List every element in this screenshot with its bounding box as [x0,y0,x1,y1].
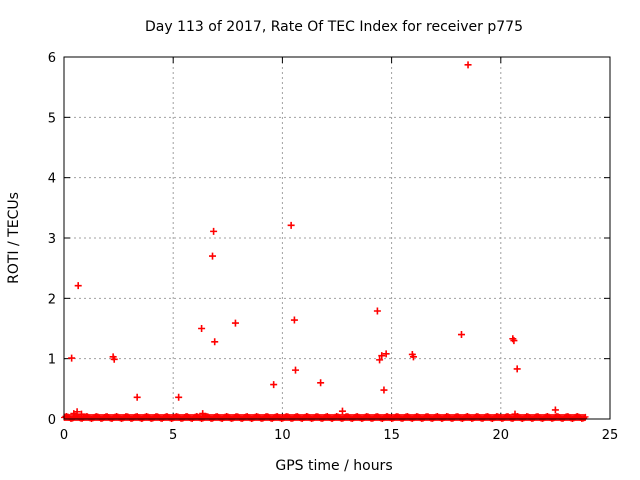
y-tick-label: 5 [48,111,56,126]
data-point [209,252,217,260]
data-point [551,406,559,414]
data-point [231,319,239,327]
chart-title: Day 113 of 2017, Rate Of TEC Index for r… [145,19,523,35]
y-tick-label: 3 [48,232,56,247]
data-point [175,393,183,401]
data-point [457,331,465,339]
data-point [133,393,141,401]
data-point [210,227,218,235]
baseline-marker [176,414,183,421]
baseline-marker [581,415,588,422]
data-point [198,325,206,332]
data-point [338,407,346,415]
baseline-marker [346,414,353,421]
data-point [513,365,521,373]
data-point [290,316,298,324]
y-tick-label: 0 [48,413,56,428]
x-tick-label: 15 [383,428,400,443]
y-tick-label: 2 [48,292,56,307]
x-tick-label: 20 [493,428,510,443]
baseline-marker [316,414,323,421]
y-tick-label: 1 [48,353,56,368]
data-point [270,381,278,389]
data-point [382,350,390,358]
data-point [376,356,384,364]
data-point [378,352,386,360]
grid [64,57,610,419]
data-point [74,282,82,290]
y-tick-label: 4 [48,172,56,187]
axis-ticks: 0 5 10 15 20 25 0 1 2 3 4 5 6 [48,51,619,443]
data-point [292,366,300,374]
data-point [373,307,381,315]
data-points [68,61,559,418]
data-point [287,221,295,229]
x-tick-label: 0 [60,428,68,443]
x-tick-label: 10 [274,428,291,443]
y-axis-label: ROTI / TECUs [6,192,22,284]
x-tick-label: 25 [602,428,619,443]
data-point [464,61,472,69]
data-point [110,355,118,363]
plot-frame [63,56,611,420]
data-point [511,410,519,418]
data-point [211,338,219,346]
data-point [68,354,76,362]
data-point [380,386,388,394]
data-point [409,353,417,361]
x-axis-label: GPS time / hours [275,458,392,474]
y-tick-label: 6 [48,51,56,66]
data-point [73,408,81,416]
data-point [77,410,85,418]
baseline-marker [486,414,493,421]
data-point [199,410,207,418]
data-point [510,337,518,345]
baseline-band [61,412,589,422]
data-point [317,379,325,387]
x-tick-label: 5 [169,428,177,443]
